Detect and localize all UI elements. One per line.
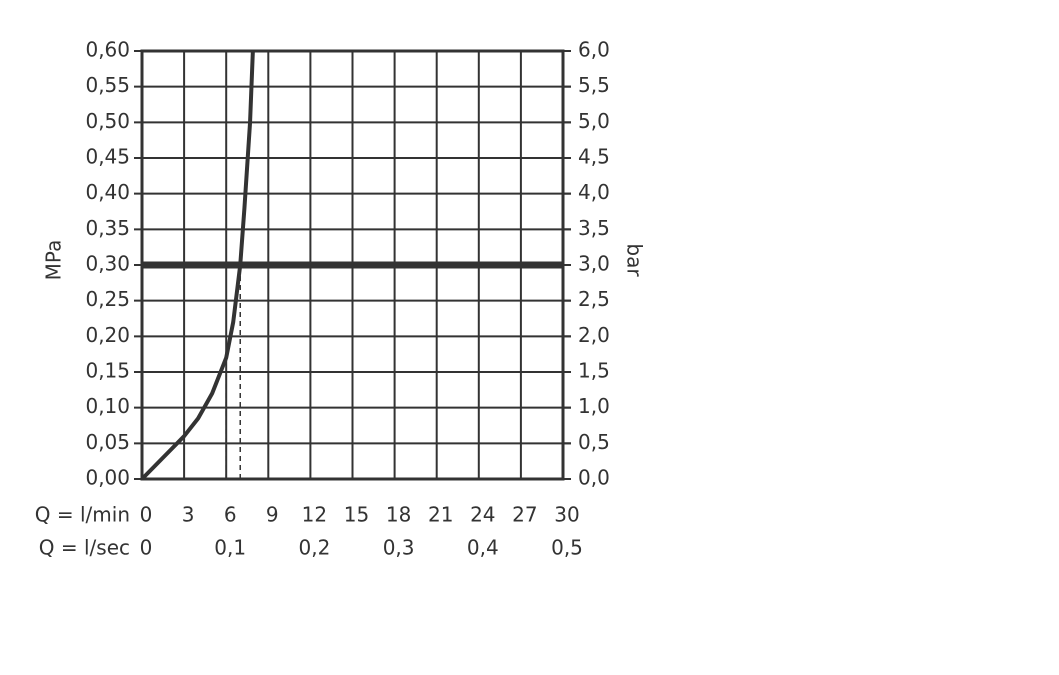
x-tick-label: 0 — [140, 503, 153, 527]
y2-tick-label: 1,5 — [578, 359, 610, 383]
y2-tick-label: 4,0 — [578, 180, 610, 204]
curve — [140, 50, 255, 481]
y-tick-label: 0,55 — [85, 73, 130, 97]
x2-tick-label: 0,5 — [551, 536, 583, 560]
y2-tick-label: 3,0 — [578, 252, 610, 276]
y-tick-label: 0,20 — [85, 323, 130, 347]
y-tick-label: 0,40 — [85, 180, 130, 204]
x2-tick-label: 0 — [140, 536, 153, 560]
x-tick-label: 18 — [386, 503, 411, 527]
x-tick-label: 24 — [470, 503, 495, 527]
x-tick-label: 9 — [266, 503, 279, 527]
y-tick-label: 0,45 — [85, 145, 130, 169]
y2-tick-label: 6,0 — [578, 38, 610, 62]
x2-tick-label: 0,2 — [298, 536, 330, 560]
y2-tick-label: 2,0 — [578, 323, 610, 347]
y-tick-label: 0,15 — [85, 359, 130, 383]
y2-tick-label: 4,5 — [578, 145, 610, 169]
x-tick-label: 12 — [302, 503, 327, 527]
x2-tick-label: 0,1 — [214, 536, 246, 560]
y2-tick-label: 3,5 — [578, 216, 610, 240]
x-tick-label: 6 — [224, 503, 237, 527]
y-tick-label: 0,05 — [85, 430, 130, 454]
x-tick-label: 3 — [182, 503, 195, 527]
y-axis-label: MPa — [42, 240, 66, 281]
y2-tick-label: 5,5 — [578, 73, 610, 97]
y2-tick-label: 2,5 — [578, 287, 610, 311]
x-tick-label: 21 — [428, 503, 453, 527]
y-tick-label: 0,00 — [85, 466, 130, 490]
y2-tick-label: 5,0 — [578, 109, 610, 133]
y-tick-label: 0,60 — [85, 38, 130, 62]
x2-axis-label: Q = l/sec — [39, 536, 130, 560]
y-tick-label: 0,50 — [85, 109, 130, 133]
y2-tick-label: 0,0 — [578, 466, 610, 490]
x2-tick-label: 0,4 — [467, 536, 499, 560]
y2-axis-label: bar — [623, 243, 647, 277]
x-tick-label: 15 — [344, 503, 369, 527]
y-tick-label: 0,30 — [85, 252, 130, 276]
x-tick-label: 27 — [512, 503, 537, 527]
y-tick-label: 0,25 — [85, 287, 130, 311]
y-tick-label: 0,35 — [85, 216, 130, 240]
y2-tick-label: 0,5 — [578, 430, 610, 454]
x2-tick-label: 0,3 — [383, 536, 415, 560]
y2-tick-label: 1,0 — [578, 394, 610, 418]
x-tick-label: 30 — [554, 503, 579, 527]
x-axis-label: Q = l/min — [35, 503, 130, 527]
y-tick-label: 0,10 — [85, 394, 130, 418]
